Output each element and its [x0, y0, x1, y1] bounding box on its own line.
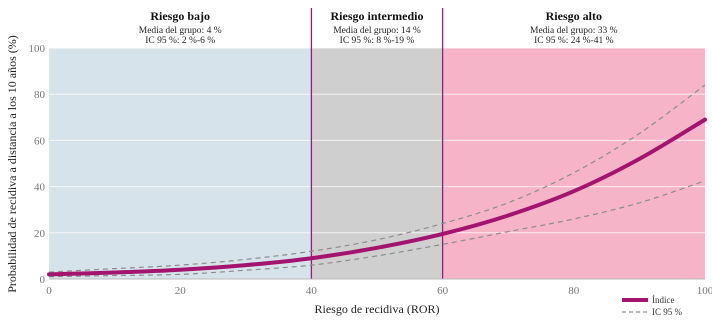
zone-ci-0: IC 95 %: 2 %-6 %	[145, 36, 215, 46]
risk-zones	[49, 48, 705, 279]
zone-title-0: Riesgo bajo	[150, 9, 210, 23]
series-line-2	[48, 180, 706, 278]
zone-ci-1: IC 95 %: 8 %-19 %	[340, 36, 415, 46]
y-tick-label-0: 0	[40, 274, 46, 286]
zone-ci-2: IC 95 %: 24 %-41 %	[534, 36, 614, 46]
series-line-1	[48, 84, 706, 273]
y-tick-label-2: 40	[34, 182, 46, 194]
y-tick-label-1: 20	[34, 228, 46, 240]
grid-lines	[49, 47, 705, 234]
zone-band-1	[311, 48, 443, 279]
zone-title-2: Riesgo alto	[546, 9, 602, 23]
zone-mean-1: Media del grupo: 14 %	[333, 26, 421, 36]
y-axis-title: Probabilidad de recidiva a distancia a l…	[5, 35, 19, 293]
zone-band-0	[49, 48, 312, 279]
x-tick-label-3: 60	[437, 285, 449, 297]
x-tick-label-4: 80	[568, 285, 580, 297]
zone-mean-0: Media del grupo: 4 %	[139, 26, 222, 36]
y-tick-label-3: 60	[34, 135, 46, 147]
zone-mean-2: Media del grupo: 33 %	[530, 26, 618, 36]
x-tick-label-1: 20	[175, 285, 187, 297]
y-tick-label-4: 80	[34, 89, 46, 101]
x-tick-label-2: 40	[306, 285, 318, 297]
series-lines	[47, 84, 707, 278]
zone-title-1: Riesgo intermedio	[331, 9, 424, 23]
legend: Índice IC 95 %	[622, 295, 683, 317]
x-tick-label-5: 100	[697, 285, 712, 297]
y-tick-label-5: 100	[29, 43, 46, 55]
x-tick-label-0: 0	[46, 285, 52, 297]
tick-labels: 0 20 40 60 80 100 0 20 40 60 80 100	[29, 43, 712, 297]
legend-label-ic95: IC 95 %	[652, 307, 683, 317]
x-axis-title: Riesgo de recidiva (ROR)	[315, 302, 440, 316]
series-line-0	[47, 117, 707, 277]
zone-band-2	[442, 48, 705, 279]
legend-label-indice: Índice	[652, 295, 675, 305]
